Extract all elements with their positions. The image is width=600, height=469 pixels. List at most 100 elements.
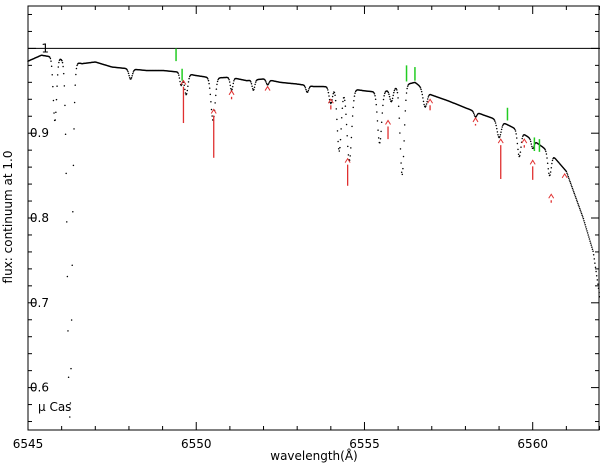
spectrum-point — [494, 122, 497, 124]
spectrum-point — [422, 97, 424, 99]
spectrum-point — [230, 87, 232, 90]
spectrum-point — [64, 104, 66, 107]
spectrum-point — [549, 174, 551, 176]
spectrum-point — [589, 240, 591, 242]
spectrum-point — [307, 91, 309, 93]
spectrum-point — [571, 185, 573, 188]
spectrum-point — [337, 140, 339, 143]
spectrum-point — [577, 202, 579, 205]
spectrum-point — [55, 98, 58, 101]
spectrum-point — [404, 110, 407, 112]
spectrum-point — [268, 82, 270, 84]
spectrum-point — [595, 274, 598, 277]
spectrum-point — [569, 180, 571, 183]
spectrum-point — [69, 416, 71, 418]
spectrum-point — [354, 92, 356, 94]
y-tick-label: 0.9 — [30, 126, 49, 140]
spectrum-point — [519, 154, 521, 157]
spectrum-point — [400, 162, 402, 164]
spectrum-point — [210, 101, 212, 103]
spectrum-point — [62, 65, 64, 68]
spectrum-point — [392, 94, 394, 97]
star-annotation: μ Cas — [38, 400, 71, 414]
spectrum-point — [336, 118, 338, 121]
spectrum-point — [128, 74, 130, 77]
spectrum-point — [70, 367, 72, 370]
spectrum-point — [67, 376, 70, 378]
spectrum-point — [514, 128, 516, 131]
spectrum-point — [494, 120, 496, 122]
spectrum-point — [580, 211, 582, 213]
spectrum-point — [499, 133, 502, 136]
spectrum-point — [579, 209, 582, 211]
spectrum-point — [188, 77, 190, 80]
spectrum-point — [130, 76, 133, 79]
spectrum-point — [129, 76, 131, 79]
spectrum-point — [520, 146, 522, 148]
spectrum-point — [377, 129, 379, 131]
spectrum-point — [49, 56, 51, 58]
spectrum-point — [73, 101, 76, 104]
spectrum-point — [350, 136, 353, 139]
spectrum-point — [347, 154, 350, 156]
spectrum-point — [339, 138, 342, 141]
spectrum-point — [330, 101, 333, 104]
y-axis-label: flux: continuum at 1.0 — [1, 151, 15, 284]
spectrum-point — [500, 131, 502, 133]
spectrum-point — [74, 84, 76, 86]
spectrum-point — [516, 137, 518, 139]
spectrum-point — [75, 67, 78, 70]
spectrum-point — [568, 179, 571, 181]
spectrum-point — [178, 74, 180, 76]
spectrum-point — [383, 92, 386, 95]
spectrum-point — [250, 81, 252, 83]
spectrum-point — [396, 89, 398, 91]
spectrum-point — [576, 201, 579, 203]
spectrum-point — [215, 88, 218, 90]
spectrum-point — [583, 219, 585, 222]
spectrum-point — [251, 85, 253, 87]
spectrum-point — [216, 83, 218, 86]
spectrum-point — [422, 100, 425, 103]
spectrum-point — [588, 236, 590, 238]
spectrum-point — [530, 143, 533, 145]
spectrum-point — [399, 132, 401, 134]
spectrum-point — [565, 170, 568, 173]
spectrum-point — [574, 195, 577, 198]
spectrum-point — [215, 94, 217, 97]
spectrum-point — [339, 146, 341, 149]
spectrum-point — [376, 111, 378, 113]
spectrum-point — [591, 248, 594, 250]
spectrum-point — [500, 128, 503, 131]
spectrum-point — [53, 112, 55, 114]
spectrum-point — [592, 250, 594, 252]
spectrum-point — [547, 167, 549, 170]
spectrum-point — [397, 105, 400, 107]
spectrum-point — [209, 93, 212, 96]
spectrum-point — [127, 70, 129, 73]
spectrum-point — [397, 97, 399, 99]
spectrum-point — [529, 138, 531, 141]
spectrum-point — [58, 61, 60, 64]
spectrum-point — [549, 171, 552, 173]
spectrum-point — [476, 114, 478, 117]
spectrum-point — [597, 283, 599, 285]
spectrum-point — [425, 105, 427, 107]
spectrum-point — [380, 121, 383, 123]
spectrum-point — [187, 85, 189, 87]
spectrum-point — [50, 65, 53, 67]
spectrum-point — [379, 142, 381, 144]
spectrum-point — [577, 204, 580, 206]
x-axis-label: wavelength(Å) — [270, 448, 357, 463]
spectrum-point — [233, 80, 235, 82]
spectrum-point — [177, 72, 179, 75]
red-arrow-marker — [327, 98, 334, 104]
spectrum-point — [399, 148, 402, 150]
spectrum-point — [421, 93, 424, 96]
spectrum-point — [586, 230, 588, 232]
spectrum-point — [566, 172, 568, 174]
spectrum-point — [334, 94, 336, 96]
spectrum-point — [231, 88, 233, 91]
spectrum-point — [391, 97, 394, 100]
spectrum-point — [376, 120, 379, 122]
